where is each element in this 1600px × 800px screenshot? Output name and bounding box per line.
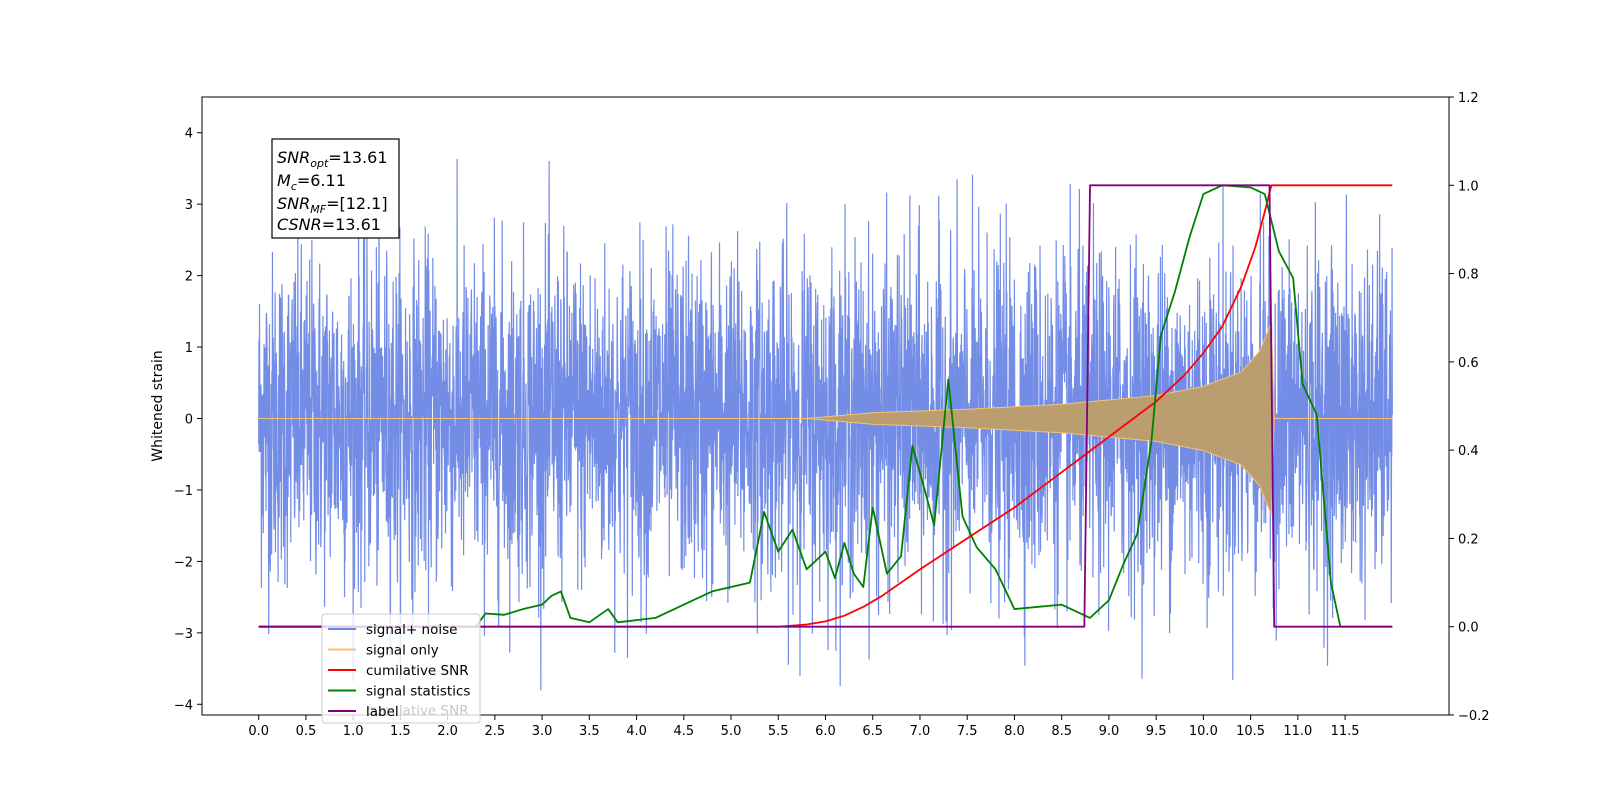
x-tick-label: 5.5 (768, 724, 789, 739)
legend-overlapped-text: cumilative SNR (366, 703, 469, 719)
x-tick-label: 0.0 (248, 724, 269, 739)
x-tick-label: 6.5 (862, 724, 883, 739)
legend-label: signal+ noise (366, 622, 457, 638)
legend-label: signal statistics (366, 684, 470, 700)
x-tick-label: 1.5 (390, 724, 411, 739)
y-left-tick-label: 0 (185, 413, 193, 428)
x-tick-label: 10.0 (1189, 724, 1218, 739)
x-tick-label: 10.5 (1236, 724, 1265, 739)
annotation-box: SNRopt=13.61 Mc=6.11 SNRMF=[12.1] CSNR=1… (271, 138, 400, 239)
x-tick-label: 9.5 (1146, 724, 1167, 739)
annotation-csnr: CSNR=13.61 (277, 215, 381, 234)
y-left-tick-label: 1 (185, 341, 193, 356)
y-right-tick-label: 0.0 (1458, 621, 1479, 636)
legend-frame (321, 613, 481, 724)
x-tick-label: 4.0 (626, 724, 647, 739)
y-right-tick-label: 0.6 (1458, 356, 1479, 371)
y-left-tick-label: −3 (174, 627, 193, 642)
annotation-chirp-mass: Mc=6.11 (277, 171, 346, 193)
label-layer (258, 184, 1393, 628)
y-right-tick-label: 0.4 (1458, 444, 1479, 459)
x-tick-label: 8.5 (1051, 724, 1072, 739)
y-right-tick-label: 1.2 (1458, 91, 1479, 106)
y-axis-right: 1.2 1.0 0.8 0.6 0.4 0.2 0.0 −0.2 (1449, 91, 1490, 724)
x-tick-label: 4.5 (673, 724, 694, 739)
legend-entries: signal+ noise signal only cumilative SNR si… (328, 622, 470, 720)
legend-label: label (366, 704, 399, 720)
x-tick-label: 3.5 (579, 724, 600, 739)
cumulative-snr-line (258, 184, 1393, 628)
y-left-tick-label: −2 (174, 555, 193, 570)
annotation-snr-opt: SNRopt=13.61 (277, 148, 388, 170)
legend-label: cumilative SNR (366, 663, 469, 679)
x-tick-label: 11.5 (1331, 724, 1360, 739)
x-tick-label: 9.0 (1099, 724, 1120, 739)
annotation-snr-mf: SNRMF=[12.1] (277, 194, 388, 216)
x-axis: 0.0 0.5 1.0 1.5 2.0 2.5 3.0 3.5 4.0 4.5 5.0 5.5 6.0 6… (248, 715, 1360, 739)
x-tick-label: 2.5 (485, 724, 506, 739)
y-left-tick-label: 4 (185, 127, 193, 142)
signal-statistics-layer (258, 184, 1393, 628)
y-axis-label: Whitened strain (150, 350, 166, 461)
annotation-frame (271, 138, 400, 239)
x-tick-label: 7.5 (957, 724, 978, 739)
signal-statistics-line (258, 184, 1393, 628)
y-left-tick-label: −4 (174, 698, 193, 713)
x-tick-label: 2.0 (437, 724, 458, 739)
signal-layer (258, 321, 1393, 516)
plot-area (258, 158, 1393, 691)
y-right-tick-label: 1.0 (1458, 179, 1479, 194)
y-right-tick-label: 0.2 (1458, 532, 1479, 547)
signal-noise-line (258, 158, 1393, 691)
x-tick-label: 6.0 (815, 724, 836, 739)
x-tick-label: 0.5 (296, 724, 317, 739)
y-left-tick-label: −1 (174, 484, 193, 499)
x-tick-label: 3.0 (532, 724, 553, 739)
label-line (258, 184, 1393, 628)
x-tick-label: 5.0 (721, 724, 742, 739)
legend: cumilative SNR signal+ noise signal only c… (321, 613, 481, 724)
y-left-tick-label: 2 (185, 270, 193, 285)
y-left-tick-label: 3 (185, 198, 193, 213)
y-right-tick-label: 0.8 (1458, 268, 1479, 283)
noise-layer (258, 158, 1393, 691)
y-axis-left: 4 3 2 1 0 −1 −2 −3 −4 (174, 127, 202, 713)
cumulative-snr-layer (258, 184, 1393, 628)
x-tick-label: 11.0 (1283, 724, 1312, 739)
y-right-tick-label: −0.2 (1458, 709, 1490, 724)
x-tick-label: 1.0 (343, 724, 364, 739)
x-tick-label: 7.0 (910, 724, 931, 739)
signal-only-chirp (258, 321, 1393, 516)
legend-label: signal only (366, 643, 439, 659)
x-tick-label: 8.0 (1004, 724, 1025, 739)
